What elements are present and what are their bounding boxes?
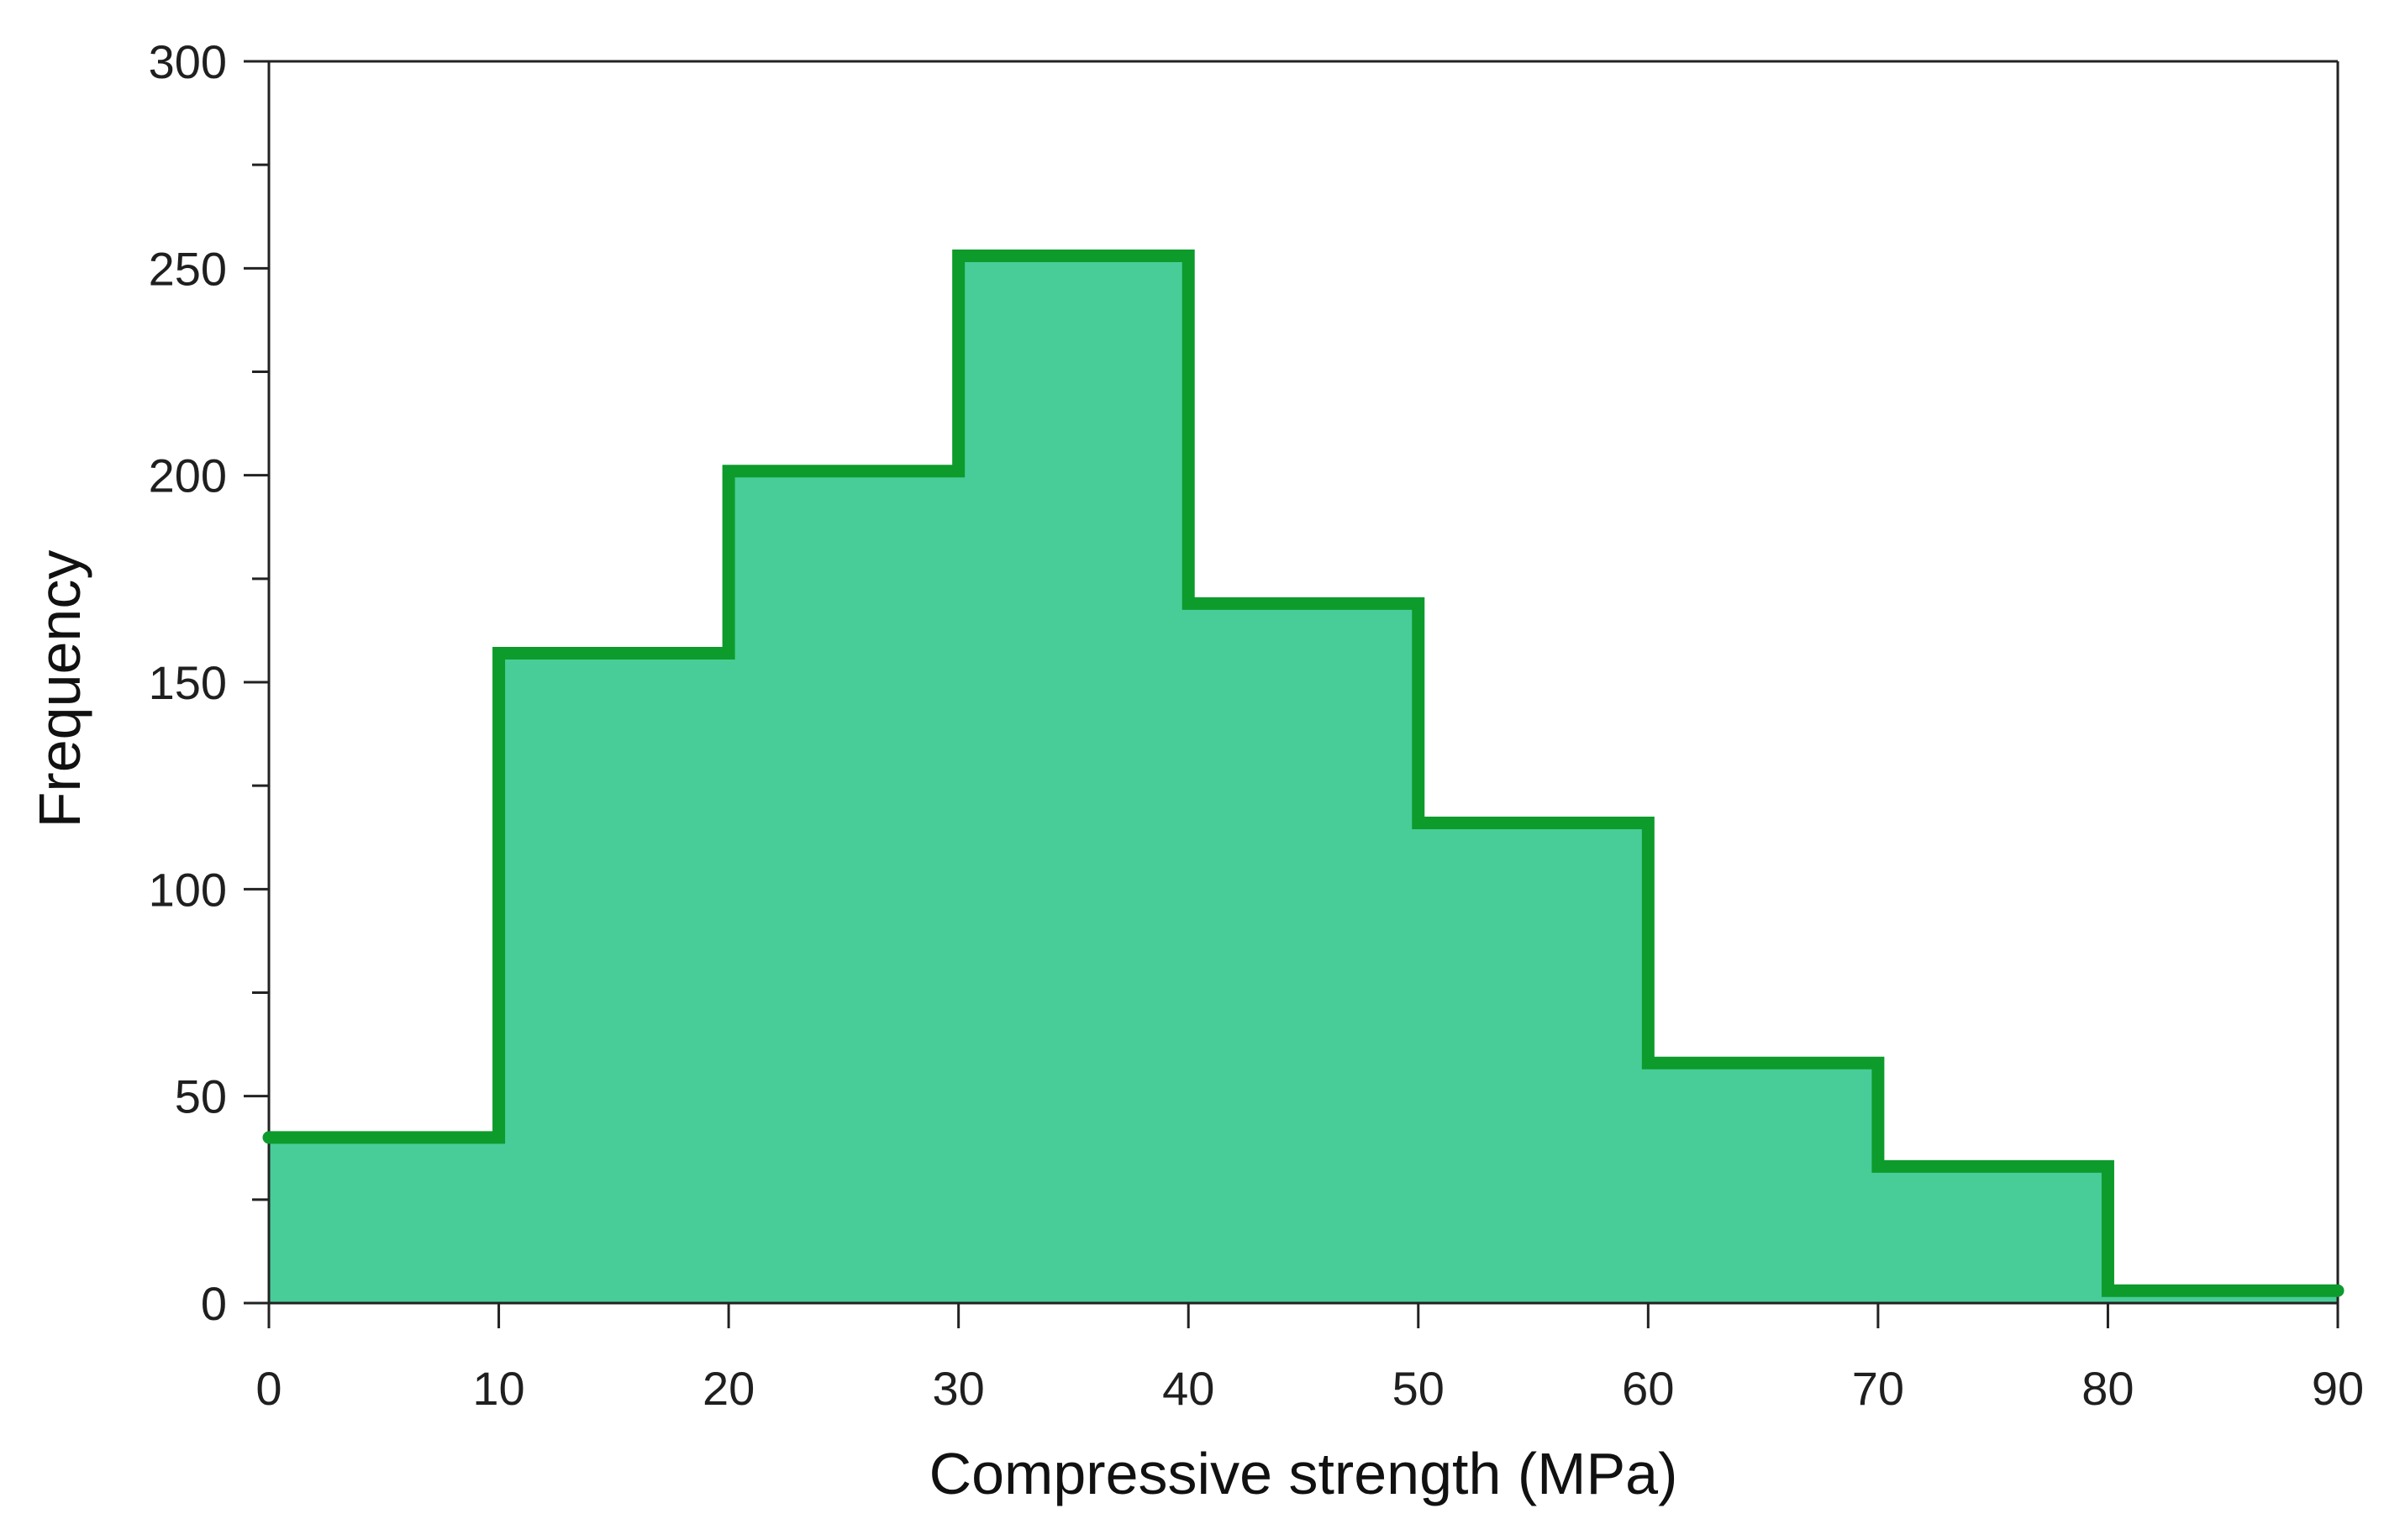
y-tick-label: 100 (149, 863, 227, 916)
x-tick-label: 0 (255, 1362, 282, 1415)
histogram-bin-5 (1188, 603, 1419, 1303)
tick-labels: 0 50 100 150 200 250 300 0 10 20 30 40 50 60 70 80 90 (149, 35, 2365, 1415)
y-tick-label: 150 (149, 656, 227, 709)
y-tick-label: 50 (175, 1070, 227, 1123)
y-tick-label: 300 (149, 35, 227, 88)
x-tick-label: 80 (2081, 1362, 2134, 1415)
histogram-outline (262, 250, 2345, 1297)
axis-ticks (244, 60, 2339, 1328)
histogram-bin-7 (1648, 1063, 1879, 1303)
histogram-bin-2 (498, 653, 729, 1303)
x-tick-label: 50 (1392, 1362, 1445, 1415)
y-axis-title: Frequency (27, 550, 92, 828)
y-tick-label: 0 (201, 1277, 227, 1330)
x-tick-label: 90 (2312, 1362, 2364, 1415)
histogram-fill-layer (269, 255, 2339, 1303)
x-axis-title: Compressive strength (MPa) (929, 1441, 1678, 1506)
x-tick-label: 40 (1162, 1362, 1214, 1415)
histogram-bin-3 (729, 470, 960, 1303)
histogram-bin-6 (1418, 823, 1649, 1303)
y-tick-label: 250 (149, 242, 227, 295)
x-tick-label: 60 (1622, 1362, 1674, 1415)
x-tick-label: 30 (933, 1362, 985, 1415)
y-tick-label: 200 (149, 449, 227, 502)
x-tick-label: 20 (703, 1362, 755, 1415)
x-tick-label: 70 (1852, 1362, 1904, 1415)
x-tick-label: 10 (472, 1362, 524, 1415)
histogram-bin-1 (269, 1137, 500, 1303)
histogram-bin-4 (958, 255, 1189, 1303)
histogram-bin-8 (1877, 1166, 2109, 1303)
histogram-outline-layer (262, 250, 2345, 1297)
